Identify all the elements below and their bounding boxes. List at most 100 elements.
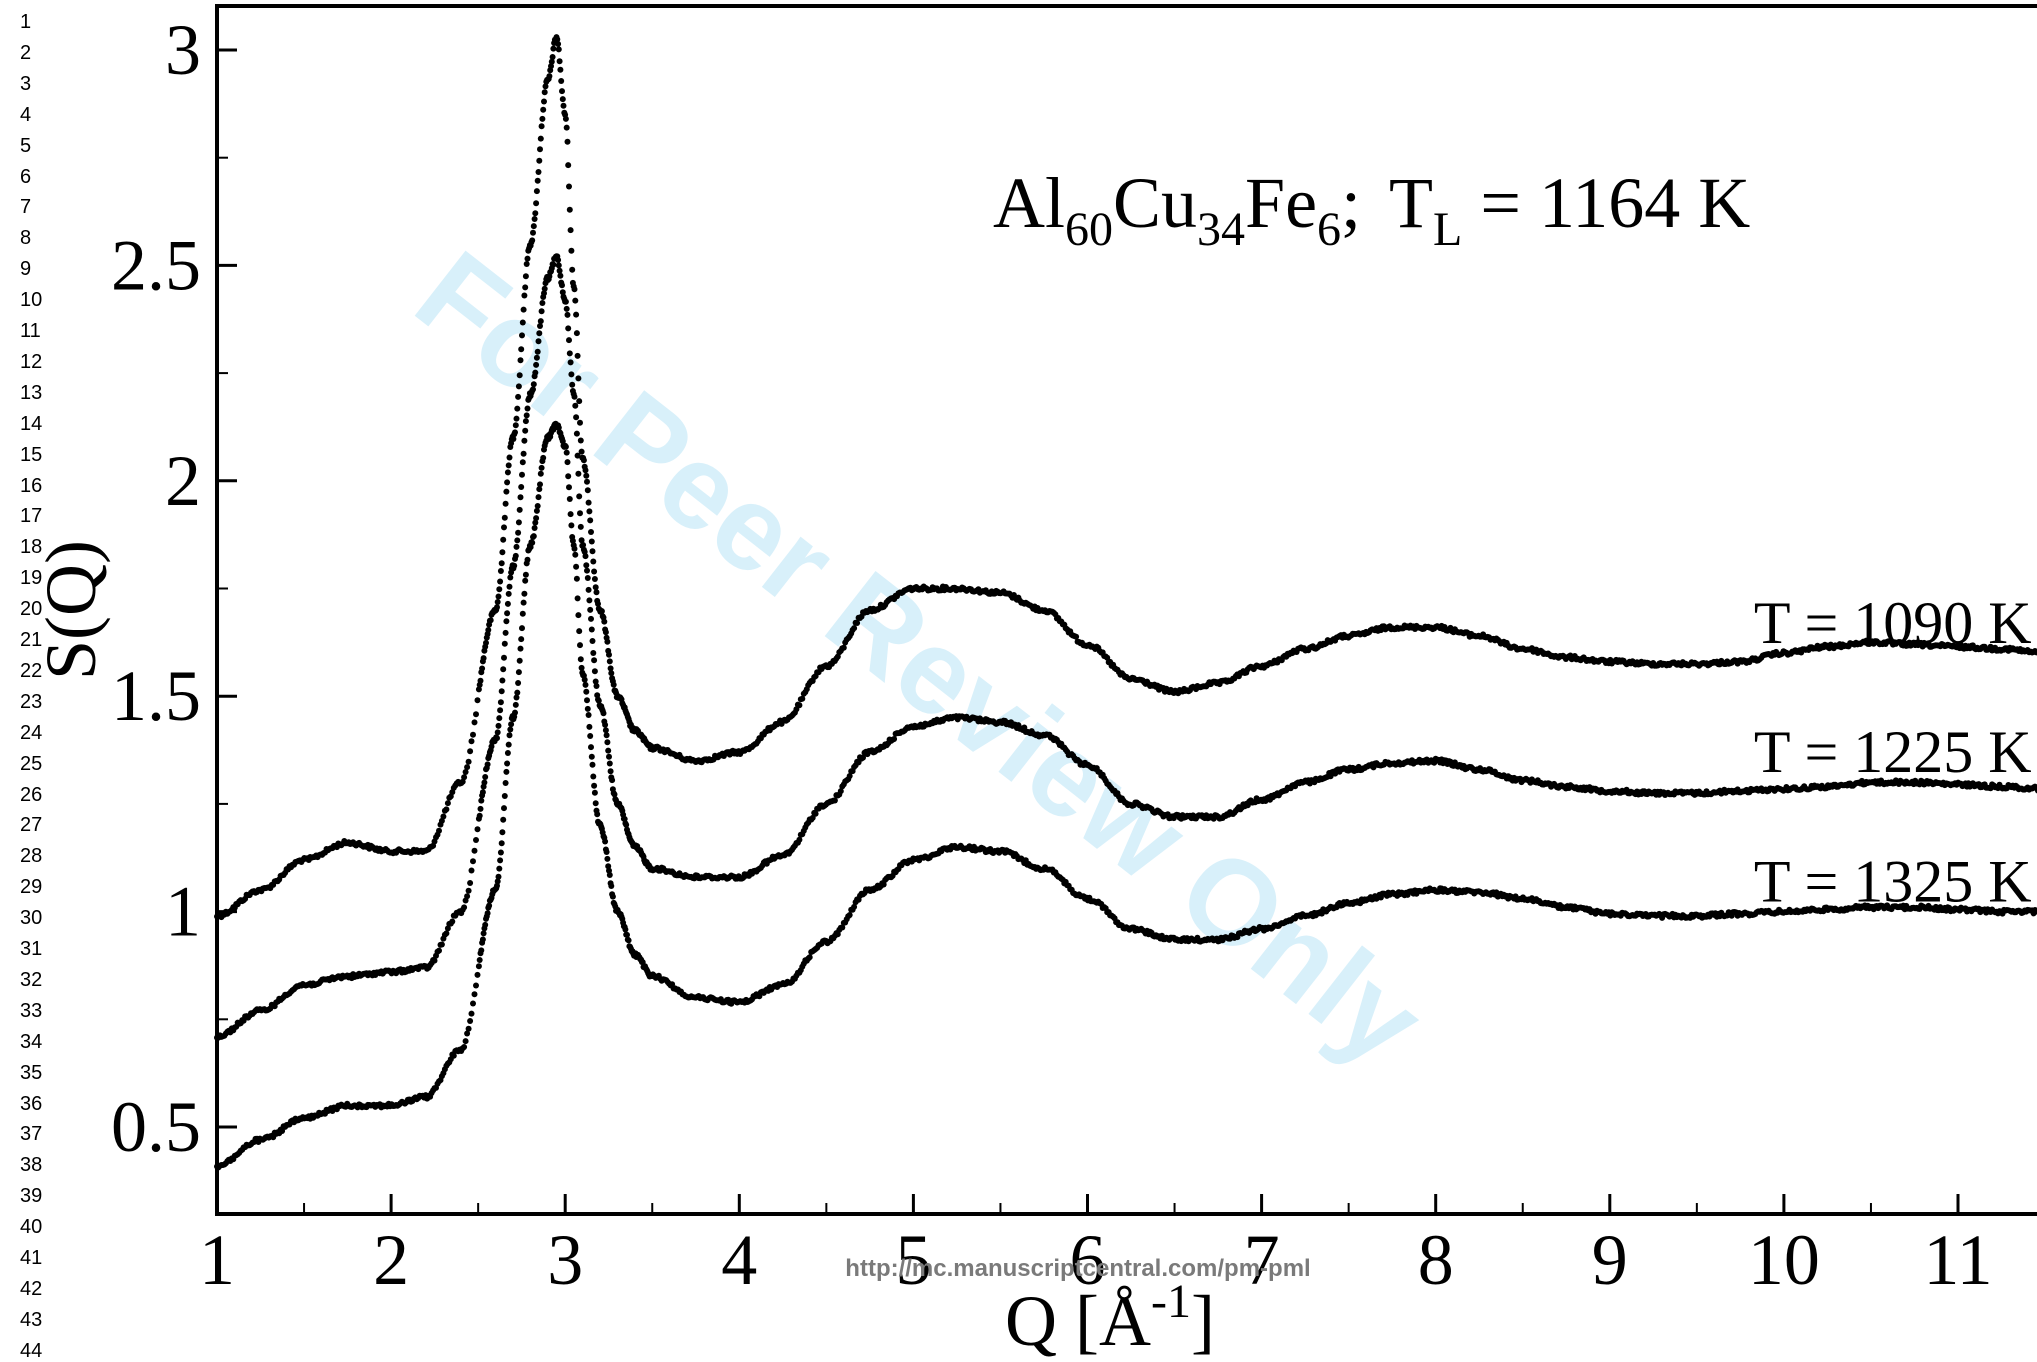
data-point [587, 606, 594, 613]
data-point [575, 612, 582, 619]
data-point [503, 488, 510, 495]
data-point [891, 736, 898, 742]
data-point [517, 357, 524, 364]
data-point [506, 583, 513, 590]
data-point [837, 788, 844, 795]
data-point [577, 523, 584, 530]
data-point [576, 493, 583, 500]
data-point [479, 936, 486, 943]
data-point [507, 726, 514, 733]
data-point [550, 261, 557, 268]
data-point [518, 484, 525, 490]
data-point [515, 383, 522, 390]
data-point [572, 402, 579, 409]
data-point [464, 1030, 471, 1037]
line-number: 34 [20, 1030, 43, 1053]
line-number: 44 [20, 1339, 43, 1362]
data-point [481, 779, 488, 786]
data-point [518, 636, 525, 643]
data-point [573, 563, 580, 570]
line-number: 16 [20, 474, 43, 497]
data-point [480, 930, 487, 937]
data-point [607, 665, 614, 672]
data-point [537, 481, 543, 488]
data-point [1073, 633, 1080, 640]
data-point [535, 169, 542, 175]
data-point [496, 865, 503, 872]
data-point [444, 925, 451, 932]
line-number: 37 [20, 1123, 43, 1146]
line-number: 12 [20, 350, 43, 373]
data-point [512, 422, 519, 429]
data-point [537, 318, 544, 325]
data-point [485, 627, 492, 633]
data-point [606, 651, 612, 658]
data-point [519, 625, 525, 632]
data-point [512, 701, 519, 708]
line-number: 42 [20, 1277, 43, 1300]
data-point [473, 711, 479, 718]
data-point [606, 760, 613, 767]
data-point [496, 586, 503, 593]
data-point [498, 560, 505, 567]
data-point [851, 625, 858, 632]
data-point [512, 429, 518, 436]
data-point [532, 369, 539, 376]
data-point [531, 216, 538, 222]
data-point [513, 543, 520, 550]
data-point [516, 372, 523, 379]
data-point [581, 676, 588, 683]
data-point [573, 575, 580, 582]
data-point [501, 514, 508, 521]
line-number: 23 [20, 690, 43, 713]
data-point [530, 381, 537, 388]
data-point [559, 96, 566, 103]
data-point [577, 419, 583, 426]
data-point [507, 574, 514, 581]
data-point [541, 89, 548, 96]
data-point [465, 1025, 472, 1032]
series-points [214, 34, 2037, 921]
data-point [564, 311, 571, 318]
data-point [588, 529, 594, 535]
data-point [591, 782, 598, 789]
series-label: T = 1225 K [1754, 719, 2032, 785]
data-point [538, 464, 545, 471]
data-point [604, 638, 611, 645]
data-point [473, 837, 479, 843]
data-point [540, 454, 547, 461]
data-point [499, 549, 506, 556]
data-point [568, 371, 575, 378]
data-point [584, 697, 590, 704]
data-point [606, 753, 612, 760]
data-point [529, 237, 536, 244]
data-point [557, 66, 564, 73]
data-point [573, 430, 580, 437]
data-point [533, 507, 540, 514]
data-point [573, 414, 580, 421]
data-point [608, 670, 615, 677]
series-label: T = 1325 K [1754, 848, 2032, 914]
data-point [590, 558, 597, 565]
data-point [534, 503, 541, 509]
data-point [574, 595, 581, 602]
data-point [592, 584, 599, 591]
data-point [566, 183, 572, 190]
data-point [511, 562, 518, 569]
data-point [585, 499, 592, 506]
data-point [560, 102, 567, 109]
data-point [523, 412, 530, 419]
x-tick-label: 8 [1418, 1220, 1454, 1300]
data-point [580, 542, 587, 548]
data-point [540, 106, 547, 113]
data-point [569, 266, 576, 273]
data-point [591, 668, 598, 675]
data-point [514, 689, 521, 696]
data-point [470, 858, 476, 865]
y-tick-label: 0.5 [111, 1087, 201, 1167]
data-point [571, 545, 578, 552]
data-point [533, 188, 540, 195]
data-point [497, 707, 504, 714]
data-point [482, 921, 489, 928]
series-points [214, 253, 2037, 1041]
